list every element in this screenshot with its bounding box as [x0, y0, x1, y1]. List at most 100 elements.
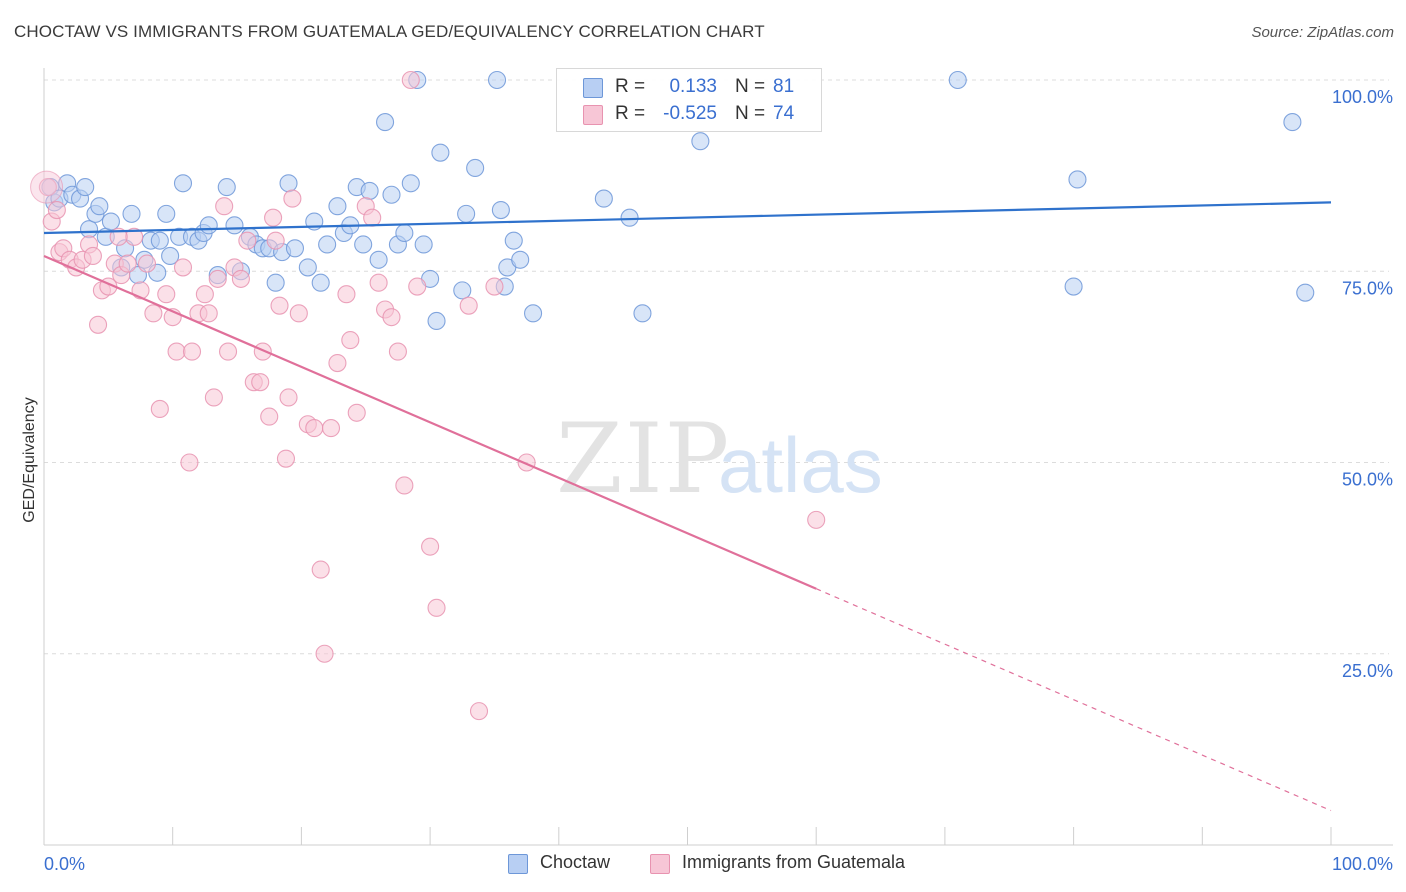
guatemala-point: [321, 419, 341, 438]
guatemala-point: [109, 227, 128, 246]
choctaw-point: [161, 246, 180, 265]
choctaw-point: [401, 174, 420, 193]
choctaw-point: [311, 273, 330, 292]
choctaw-point: [376, 113, 395, 132]
guatemala-point: [337, 285, 356, 304]
choctaw-point: [1296, 283, 1315, 302]
choctaw-point: [691, 132, 710, 151]
choctaw-point: [487, 70, 507, 90]
choctaw-point: [395, 223, 414, 243]
guatemala-point: [283, 189, 302, 208]
guatemala-point: [279, 388, 298, 407]
guatemala-point: [485, 277, 504, 296]
guatemala-point: [83, 246, 102, 265]
choctaw-point: [266, 273, 285, 292]
guatemala-point: [289, 304, 308, 323]
legend-swatch-choctaw: [508, 854, 528, 874]
y-tick-label: 25.0%: [1342, 661, 1393, 681]
legend-label-guatemala: Immigrants from Guatemala: [682, 852, 906, 872]
guatemala-point: [395, 476, 414, 495]
choctaw-point: [76, 178, 95, 197]
guatemala-point: [807, 510, 826, 529]
source-label: Source: ZipAtlas.com: [1251, 24, 1394, 41]
guatemala-point: [118, 254, 137, 273]
legend-row-choctaw: R = 0.133 N = 81: [557, 74, 821, 100]
guatemala-point: [276, 449, 296, 468]
guatemala-point: [251, 373, 270, 392]
choctaw-point: [157, 204, 176, 223]
guatemala-point: [173, 258, 193, 277]
x-tick-label: 100.0%: [1332, 854, 1393, 874]
watermark-atlas: atlas: [718, 421, 883, 509]
choctaw-point: [1283, 113, 1302, 132]
guatemala-point: [401, 70, 420, 90]
choctaw-point: [427, 311, 446, 331]
choctaw-point: [285, 239, 305, 258]
choctaw-point: [354, 235, 373, 254]
choctaw-point: [1068, 170, 1087, 189]
guatemala-point: [199, 304, 218, 323]
choctaw-point: [173, 174, 193, 193]
choctaw-point: [633, 304, 652, 323]
correlation-legend: R = 0.133 N = 81 R = -0.525 N = 74: [556, 68, 822, 132]
choctaw-point: [511, 250, 530, 269]
guatemala-point: [150, 399, 169, 419]
choctaw-point: [466, 158, 485, 178]
guatemala-point: [266, 231, 285, 250]
choctaw-point: [318, 235, 337, 254]
choctaw-point: [90, 197, 109, 216]
axes: [43, 68, 1393, 846]
choctaw-point: [491, 201, 510, 220]
legend-r-label: R =: [615, 76, 646, 97]
guatemala-point: [204, 388, 223, 407]
y-tick-label: 75.0%: [1342, 278, 1393, 298]
choctaw-point: [457, 204, 476, 223]
legend-swatch-guatemala: [650, 854, 670, 874]
guatemala-point: [459, 296, 478, 315]
choctaw-point: [298, 258, 317, 277]
choctaw-point: [217, 178, 236, 197]
guatemala-point: [369, 273, 388, 292]
guatemala-point: [328, 353, 347, 373]
choctaw-point: [414, 235, 433, 254]
guatemala-point: [238, 231, 257, 250]
choctaw-point: [150, 231, 169, 250]
guatemala-point: [388, 342, 407, 361]
x-tick-label: 0.0%: [44, 854, 85, 874]
legend-n-value: 74: [773, 103, 795, 124]
guatemala-point: [260, 407, 279, 426]
guatemala-point: [218, 342, 238, 361]
data-points: [30, 70, 1315, 721]
guatemala-point: [347, 403, 366, 422]
choctaw-point: [453, 281, 472, 300]
guatemala-point: [382, 308, 401, 327]
choctaw-point: [382, 185, 401, 204]
watermark: ZIP atlas: [556, 403, 883, 515]
legend-n-value: 81: [773, 76, 795, 97]
legend-row-guatemala: R = -0.525 N = 74: [557, 101, 821, 127]
legend-r-value: 0.133: [669, 76, 717, 97]
legend-swatch-choctaw: [583, 78, 603, 98]
guatemala-point: [208, 269, 227, 288]
guatemala-point: [427, 598, 446, 617]
guatemala-point: [30, 170, 64, 204]
choctaw-point: [79, 220, 99, 239]
guatemala-point: [195, 285, 214, 304]
guatemala-point: [180, 453, 199, 472]
guatemala-point: [167, 342, 186, 361]
guatemala-point: [421, 537, 440, 556]
choctaw-point: [369, 250, 388, 269]
choctaw-point: [122, 204, 141, 223]
guatemala-point: [231, 269, 250, 288]
choctaw-point: [360, 181, 379, 200]
choctaw-point: [431, 143, 450, 162]
guatemala-point: [47, 201, 66, 220]
y-tick-label: 50.0%: [1342, 470, 1393, 490]
grid-lines: [44, 79, 1389, 655]
guatemala-point: [253, 342, 272, 361]
guatemala-point: [38, 178, 57, 197]
legend-r-value: -0.525: [663, 103, 717, 124]
choctaw-point: [594, 189, 613, 208]
choctaw-point: [524, 304, 543, 323]
